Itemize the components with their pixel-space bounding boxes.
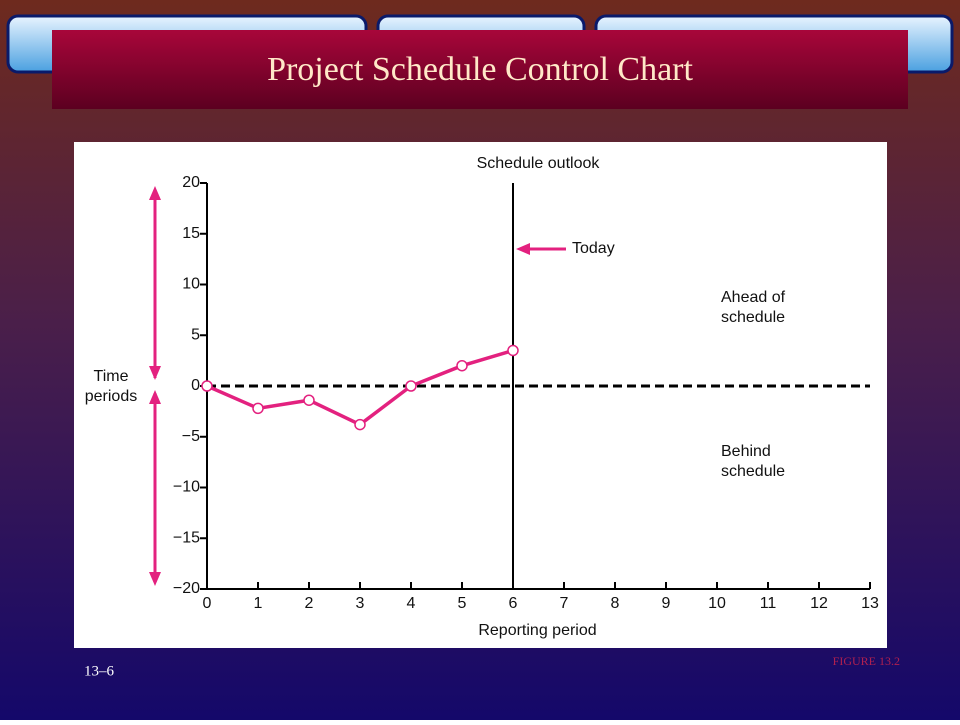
title-banner (52, 30, 908, 109)
y-axis-label: Time (94, 368, 129, 385)
slide-title: Project Schedule Control Chart (267, 51, 693, 88)
point (303, 394, 315, 406)
time-arrowhead (149, 186, 161, 200)
annotation: Ahead of (721, 289, 786, 306)
y-tick-label: 5 (191, 326, 200, 343)
y-tick-label: 10 (182, 276, 200, 293)
time-arrowhead (149, 390, 161, 404)
point (252, 402, 264, 415)
x-axis-label: Reporting period (478, 622, 596, 639)
x-tick-label: 0 (203, 595, 212, 612)
x-tick-label: 13 (861, 595, 879, 612)
x-tick-label: 11 (760, 595, 777, 612)
x-tick-label: 4 (407, 595, 416, 612)
x-tick-label: 2 (305, 595, 314, 612)
y-tick-label: −5 (182, 428, 200, 445)
y-tick-label: −15 (173, 529, 200, 546)
time-arrowhead (149, 366, 161, 380)
y-tick-label: 15 (182, 225, 200, 242)
point (405, 380, 417, 392)
annotation: Behind (721, 443, 771, 460)
x-tick-label: 12 (810, 595, 828, 612)
x-tick-label: 3 (356, 595, 365, 612)
point (456, 359, 468, 372)
time-arrowhead (149, 572, 161, 586)
y-tick-label: 20 (182, 174, 200, 191)
point (354, 418, 366, 431)
x-tick-label: 10 (708, 595, 726, 612)
chart-title: Schedule outlook (477, 155, 601, 172)
point (507, 344, 519, 357)
x-tick-label: 1 (254, 595, 263, 612)
y-axis-label: periods (85, 388, 137, 405)
y-tick-label: −20 (173, 580, 200, 597)
annotation: schedule (721, 309, 785, 326)
annotation: schedule (721, 463, 785, 480)
page-number: 13–6 (84, 663, 115, 679)
x-tick-label: 9 (662, 595, 671, 612)
chart-panel (74, 142, 887, 648)
y-tick-label: −10 (173, 479, 200, 496)
x-tick-label: 5 (458, 595, 467, 612)
x-tick-label: 8 (611, 595, 620, 612)
x-tick-label: 7 (560, 595, 569, 612)
x-tick-label: 6 (509, 595, 518, 612)
today-arrowhead (516, 243, 530, 255)
annotation: Today (572, 240, 615, 257)
figure-label: FIGURE 13.2 (833, 654, 900, 668)
point (201, 380, 213, 392)
y-tick-label: 0 (191, 377, 200, 394)
